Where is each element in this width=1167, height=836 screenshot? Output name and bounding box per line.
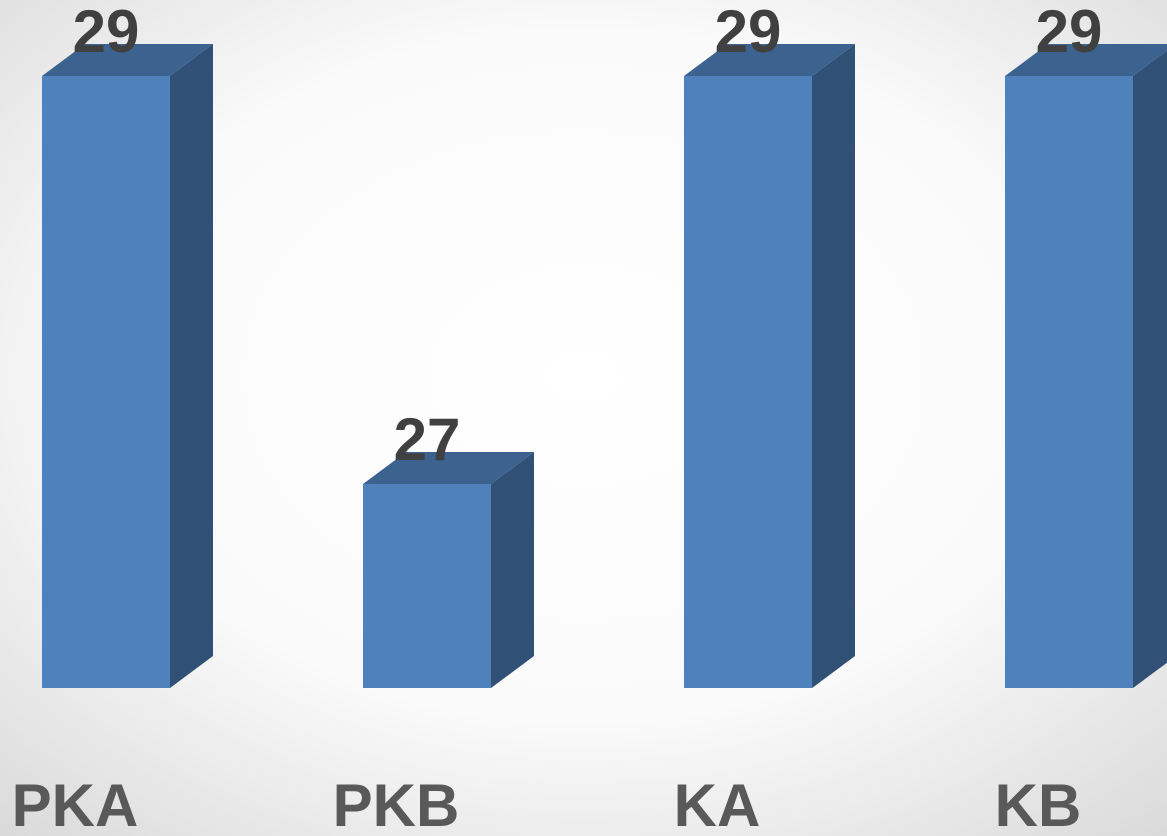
bar-side [1133,50,1167,688]
x-tick-label: KA [674,772,761,836]
x-tick-label: KB [995,772,1082,836]
value-label: 29 [73,0,140,65]
bar-side [812,44,855,688]
value-label: 27 [394,406,461,473]
bar [363,484,491,688]
bar-side [170,44,213,688]
bar [684,76,812,688]
bar-top [1005,44,1167,76]
x-tick-label: PKB [333,772,460,836]
value-label: 29 [1036,0,1103,65]
bar [42,76,170,688]
bar-top [42,44,213,76]
bar [1005,76,1133,688]
bar-top [363,452,534,484]
bar-top [684,44,855,76]
bar-side [491,452,534,688]
value-label: 29 [715,0,782,65]
x-tick-label: PKA [12,772,139,836]
